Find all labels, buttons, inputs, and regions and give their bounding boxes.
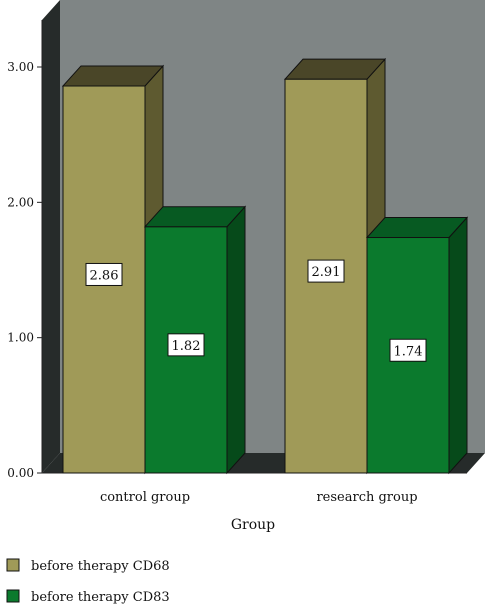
left-wall — [42, 0, 60, 473]
data-label: 1.74 — [394, 344, 423, 359]
y-axis: 0.00 1.00 2.00 3.00 — [7, 20, 467, 480]
legend-swatch — [6, 589, 20, 603]
bar-top — [143, 206, 247, 228]
bar-top — [365, 217, 469, 239]
bar-top — [61, 65, 165, 87]
data-label-box — [85, 262, 123, 286]
y-tick-label: 3.00 — [7, 60, 34, 74]
y-tick-label: 0.00 — [7, 466, 34, 480]
y-tick-label: 1.00 — [7, 331, 34, 345]
legend-label: before therapy CD68 — [31, 559, 170, 574]
data-label: 1.82 — [172, 339, 201, 354]
legend-label: before therapy CD83 — [31, 590, 170, 605]
data-labels: 2.86 1.82 2.91 1.74 — [85, 259, 427, 362]
data-label-box — [167, 333, 205, 357]
data-label: 2.91 — [312, 265, 341, 280]
x-axis-title: Group — [231, 517, 275, 533]
legend: before therapy CD68 before therapy CD83 — [6, 558, 170, 605]
x-category-label: control group — [100, 490, 190, 505]
data-label-box — [389, 338, 427, 362]
data-label: 2.86 — [90, 268, 119, 283]
y-tick-label: 2.00 — [7, 195, 34, 209]
x-axis: Group control group research group — [100, 490, 418, 533]
data-label-box — [307, 259, 345, 283]
bar-top — [283, 58, 387, 80]
legend-swatch — [6, 558, 20, 572]
bar-side — [448, 216, 468, 475]
bar-side — [226, 205, 246, 475]
x-category-label: research group — [316, 490, 417, 505]
